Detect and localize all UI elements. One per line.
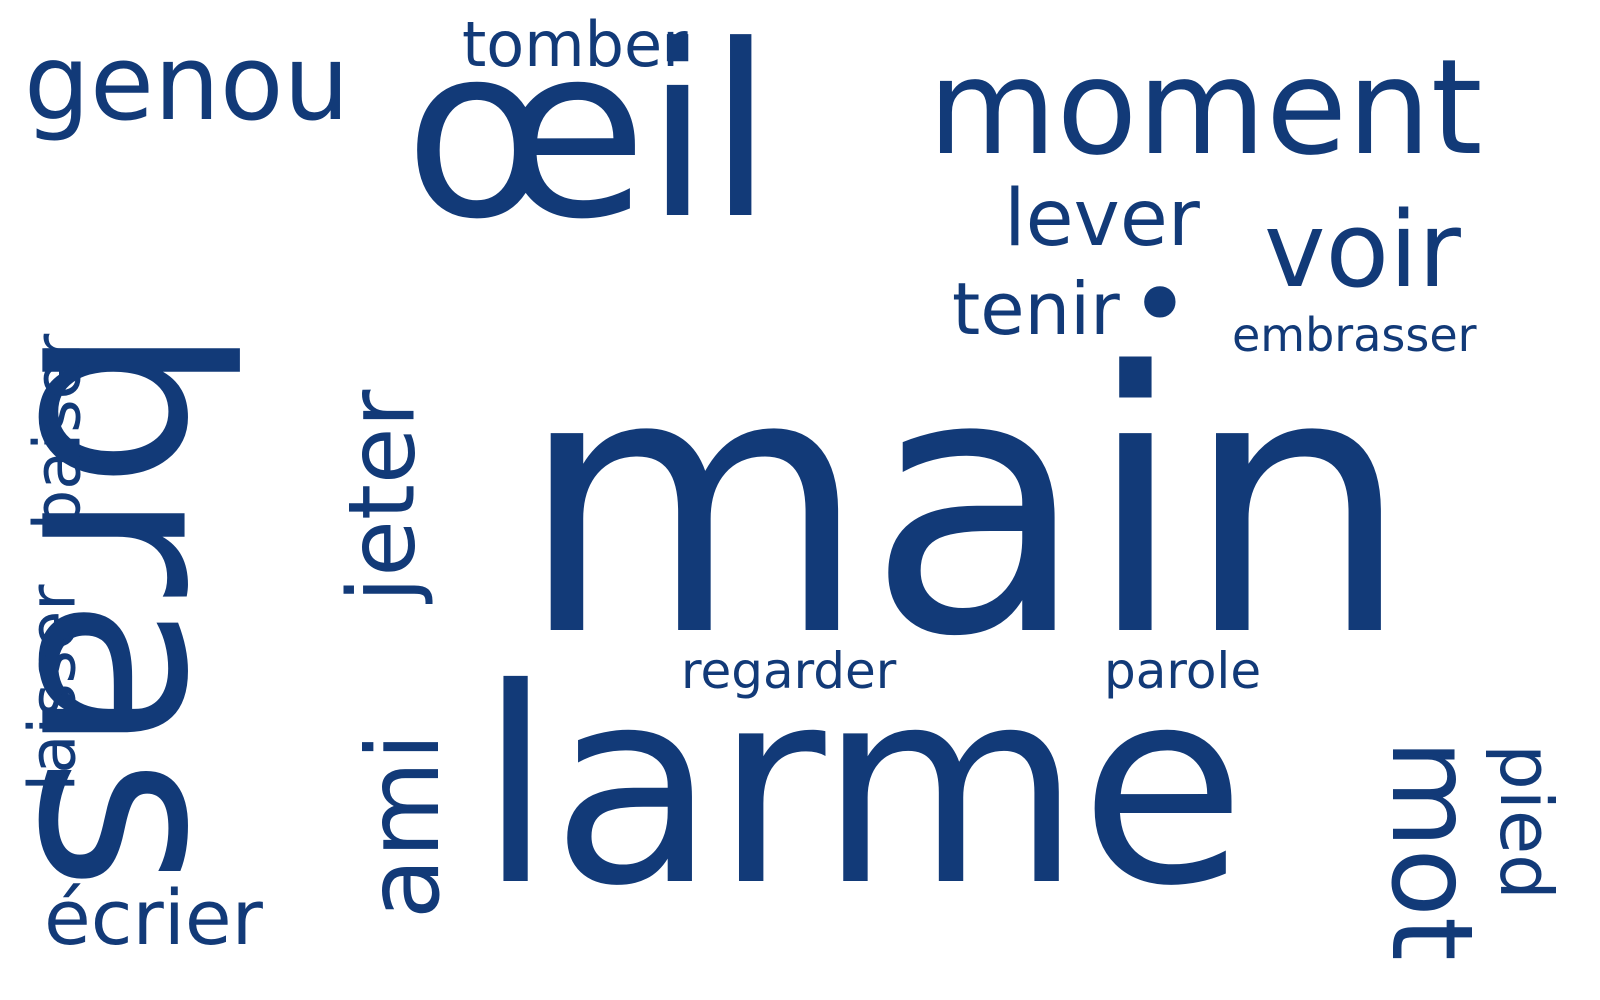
word-pied: pied (1483, 744, 1568, 900)
word-regarder: regarder (681, 642, 897, 700)
word-larme: larme (478, 630, 1246, 945)
word-embrasser: embrasser (1232, 308, 1477, 362)
word-genou: genou (24, 22, 350, 144)
word-laisser: laisser (16, 584, 91, 792)
word-voir: voir (1264, 189, 1461, 311)
word-oeil: œil (404, 0, 774, 272)
word-lever: lever (1004, 174, 1200, 264)
word-tomber: tomber (462, 8, 688, 81)
word-parole: parole (1104, 642, 1262, 700)
word-main: main (518, 296, 1411, 715)
word-ami: ami (345, 732, 463, 920)
word-baiser: baiser (21, 333, 96, 531)
word-moment: moment (928, 31, 1483, 185)
word-tenir: tenir (952, 267, 1120, 351)
word-jeter: jeter (328, 389, 436, 603)
word-dot: • (1128, 243, 1192, 368)
word-mot: mot (1365, 739, 1496, 961)
word-ecrier: écrier (44, 873, 263, 962)
